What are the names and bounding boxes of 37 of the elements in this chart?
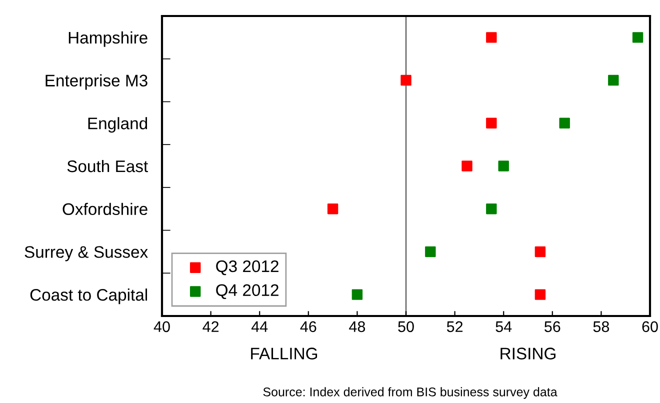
x-tick-label: 60: [642, 321, 658, 332]
y-tick-label: Enterprise M3: [46, 74, 148, 90]
y-tick-label: Hampshire: [68, 31, 148, 47]
text: RISING: [500, 348, 556, 360]
point: [400, 74, 412, 86]
text: FALLING: [251, 348, 318, 360]
point: [486, 204, 497, 214]
point: [425, 246, 436, 258]
point: [559, 118, 570, 128]
y-tick-label: England: [88, 117, 148, 133]
x-tick-label: 54: [496, 321, 512, 332]
point: [534, 289, 546, 300]
source-note: Source: Index derived from BIS business survey data: [263, 387, 558, 399]
x-tick-label: 46: [300, 321, 316, 332]
point: [632, 32, 644, 43]
y-tick-label: Coast to Capital: [30, 288, 148, 304]
x-tick-label: 42: [202, 321, 219, 332]
x-tick-label: 58: [593, 321, 610, 332]
point: [534, 246, 546, 258]
legend-label: Q4 2012: [216, 284, 278, 300]
point: [486, 32, 497, 43]
point: [486, 118, 497, 128]
x-tick-label: 44: [251, 321, 268, 332]
y-tick-label: South East: [67, 160, 148, 172]
point: [462, 160, 472, 172]
legend-label: Q3 2012: [216, 260, 278, 276]
x-tick-label: 52: [446, 321, 463, 332]
point: [608, 74, 619, 86]
y-tick-label: Oxfordshire: [62, 202, 148, 216]
x-tick-label: 50: [398, 321, 414, 332]
point: [327, 204, 338, 214]
point: [498, 160, 509, 172]
x-tick-label: 40: [154, 321, 170, 332]
point: [352, 289, 363, 300]
y-tick-label: Surrey & Sussex: [24, 246, 148, 262]
x-tick-label: 56: [544, 321, 560, 332]
x-tick-label: 48: [349, 321, 366, 332]
